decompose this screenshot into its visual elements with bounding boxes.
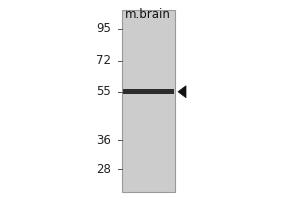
Polygon shape — [178, 86, 186, 98]
Bar — [122, 10, 175, 192]
Text: 36: 36 — [96, 134, 111, 147]
Text: m.brain: m.brain — [125, 8, 171, 21]
Text: 28: 28 — [96, 163, 111, 176]
Bar — [123, 89, 174, 94]
Text: 72: 72 — [96, 54, 111, 67]
Bar — [122, 10, 175, 192]
Text: 95: 95 — [96, 22, 111, 35]
Text: 55: 55 — [96, 85, 111, 98]
